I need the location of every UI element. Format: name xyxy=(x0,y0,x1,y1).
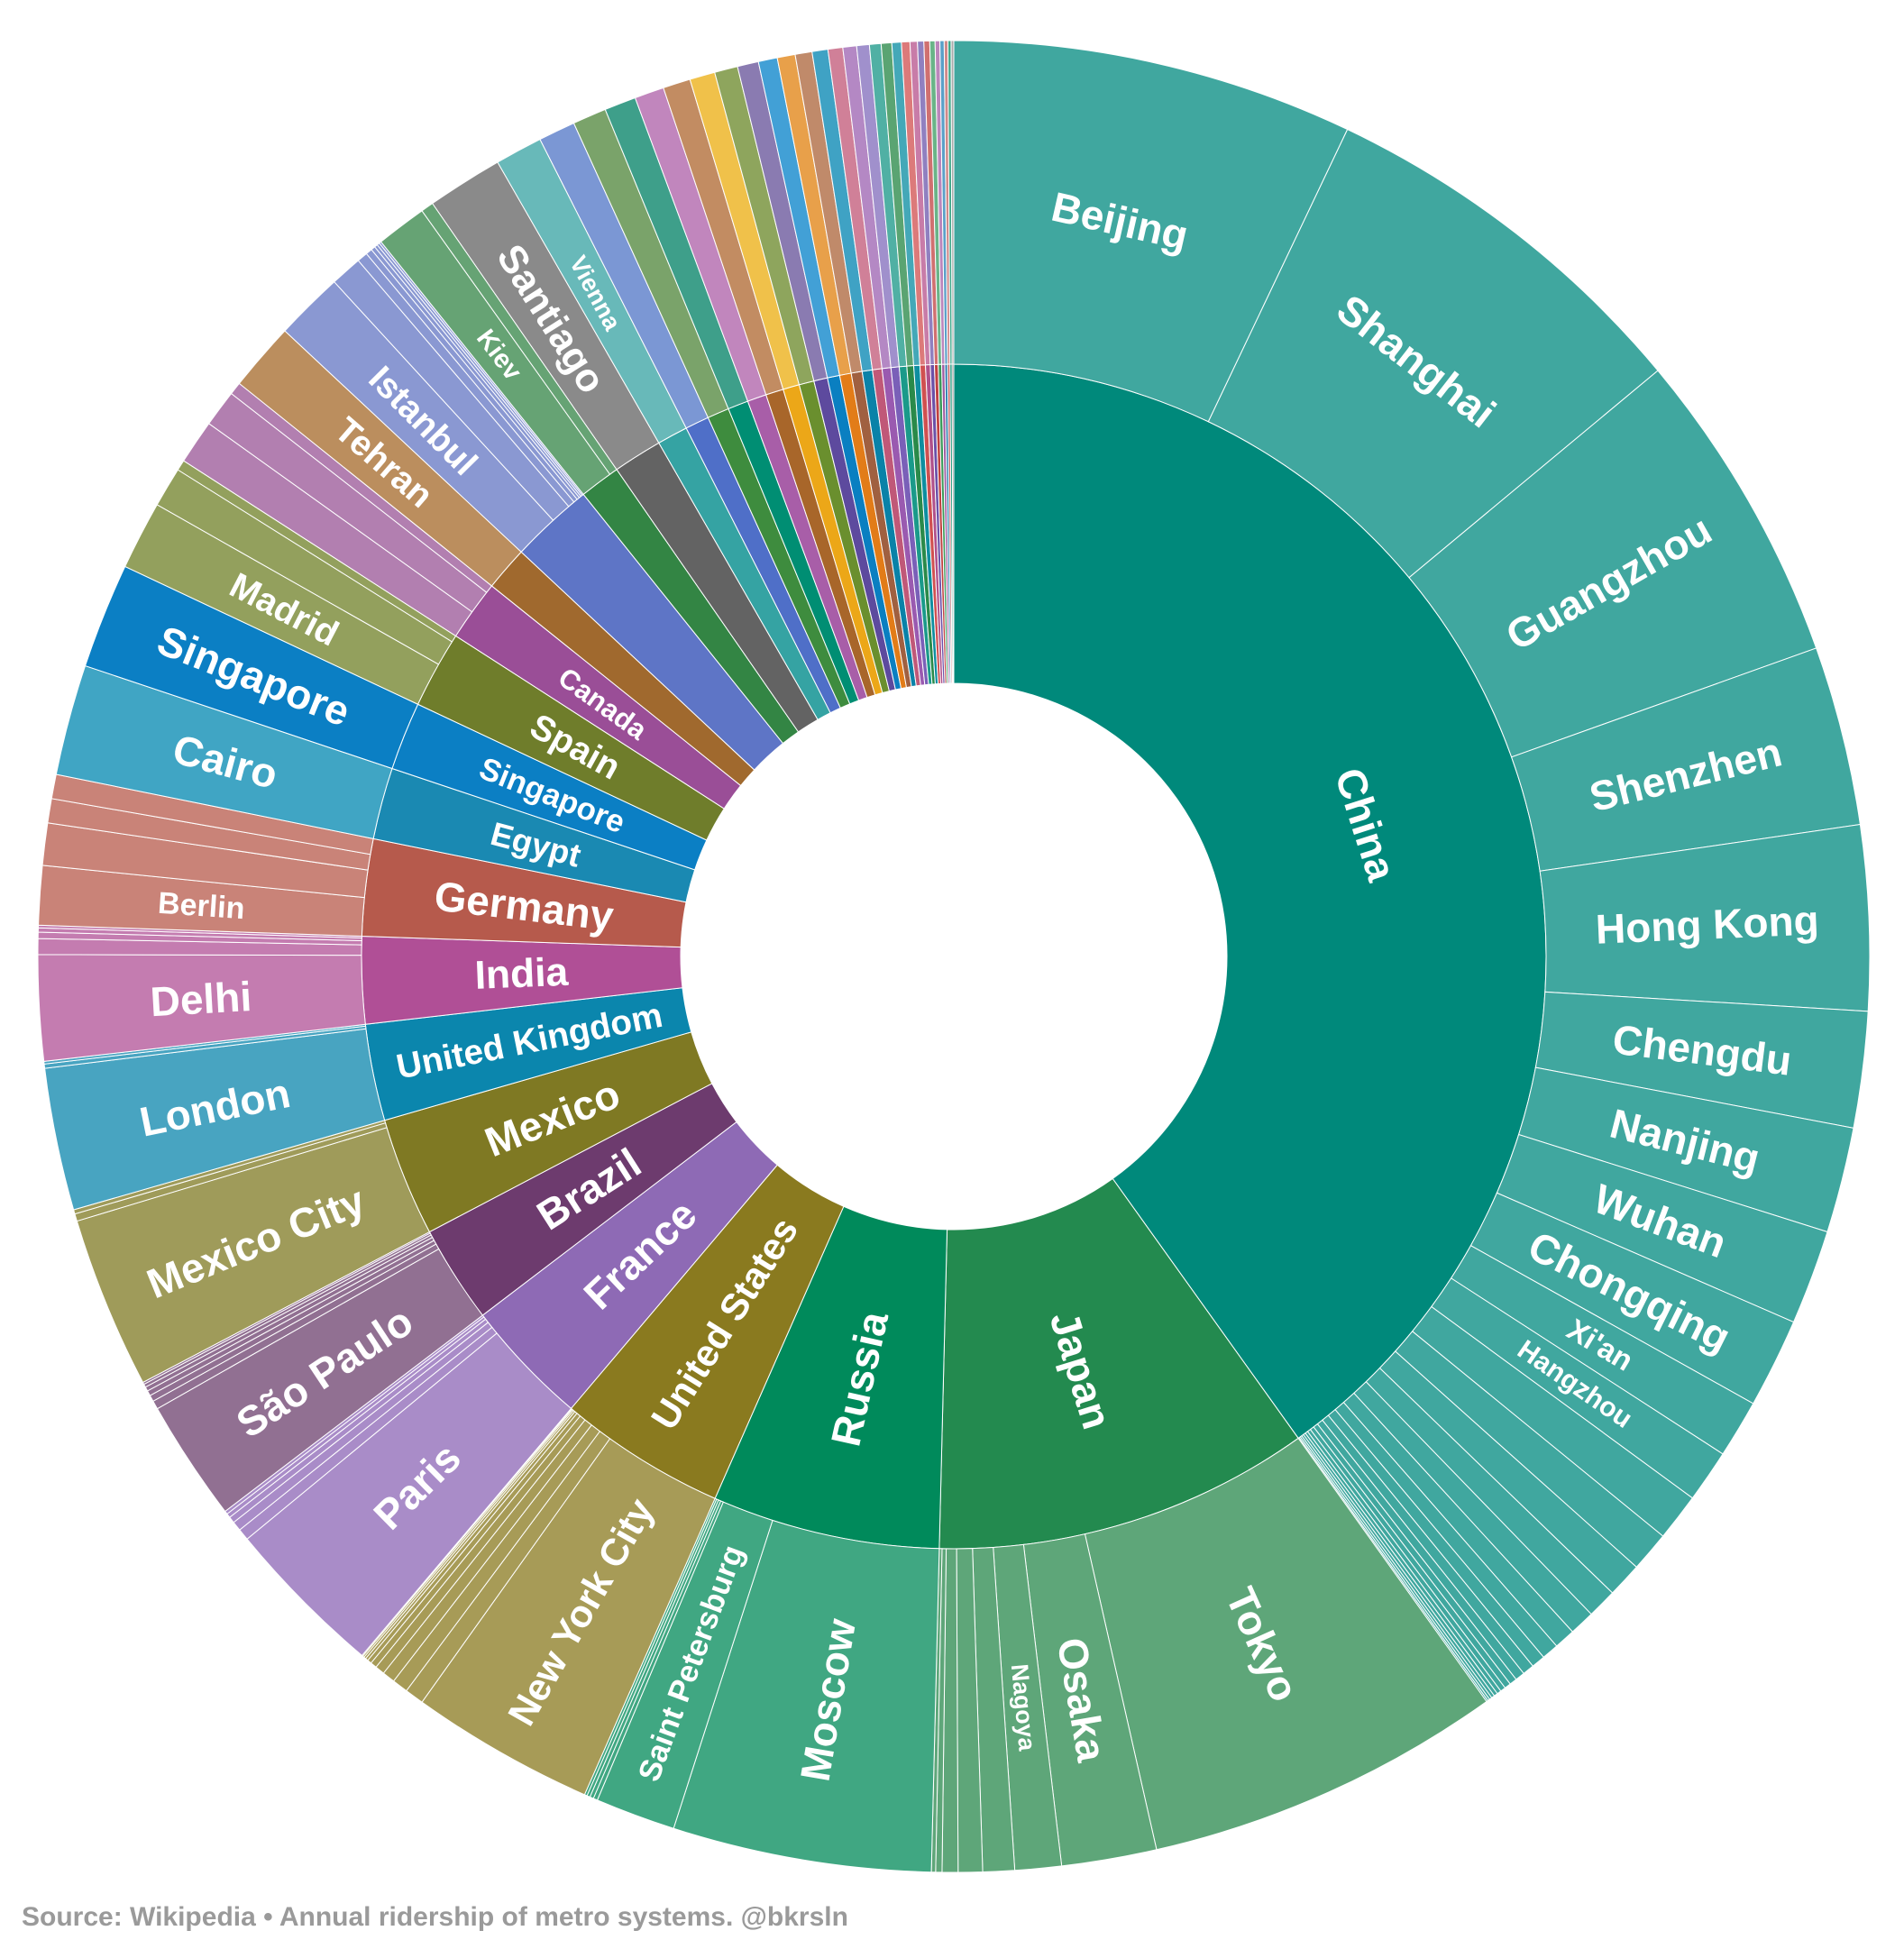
city-label-berlin: Berlin xyxy=(157,886,246,926)
city-label-hong-kong: Hong Kong xyxy=(1595,896,1820,952)
city-label-delhi: Delhi xyxy=(149,973,252,1025)
city-segment-other-28-city[interactable] xyxy=(950,40,955,365)
country-label-india: India xyxy=(474,950,570,998)
country-ring xyxy=(361,363,1547,1550)
city-ring xyxy=(37,40,1871,1873)
source-caption: Source: Wikipedia • Annual ridership of … xyxy=(22,1902,848,1932)
